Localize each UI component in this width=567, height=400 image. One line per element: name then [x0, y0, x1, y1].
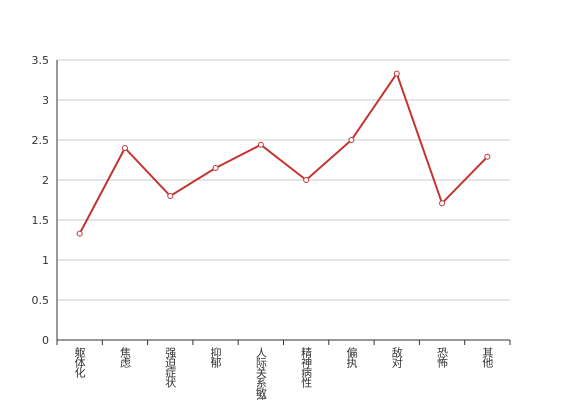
x-tick-label: 偏执: [345, 346, 358, 369]
x-tick-label: 抑郁: [209, 346, 222, 368]
x-tick-label: 敌对: [390, 346, 403, 368]
y-tick-label: 0.5: [32, 294, 50, 307]
point: [439, 200, 446, 207]
y-tick-label: 0: [42, 334, 49, 347]
point: [393, 70, 400, 77]
point: [212, 165, 219, 171]
point: [348, 137, 355, 143]
x-tick-label: 精神病性: [300, 347, 313, 389]
y-tick-label: 2.5: [32, 134, 50, 147]
line: [78, 71, 489, 235]
point: [121, 145, 128, 151]
point: [303, 177, 310, 183]
x-tick-label: 人际关系敏感: [254, 347, 267, 400]
x-tick-label: 恐怖: [436, 347, 449, 368]
point: [76, 230, 83, 237]
y-tick-label: 1: [42, 254, 49, 267]
x-tick-label: 躯体化: [73, 347, 86, 379]
point: [167, 193, 174, 199]
x-tick-label: 焦虑: [118, 347, 131, 368]
point: [484, 153, 491, 160]
x-tick-label: 其他: [481, 347, 494, 368]
y-tick-label: 3: [42, 94, 49, 107]
y-tick-label: 3.5: [32, 54, 50, 67]
x-tick-label: 强迫症状: [164, 347, 177, 388]
y-tick-label: 2: [42, 174, 49, 187]
y-tick-label: 1.5: [32, 214, 50, 227]
point: [257, 141, 264, 148]
